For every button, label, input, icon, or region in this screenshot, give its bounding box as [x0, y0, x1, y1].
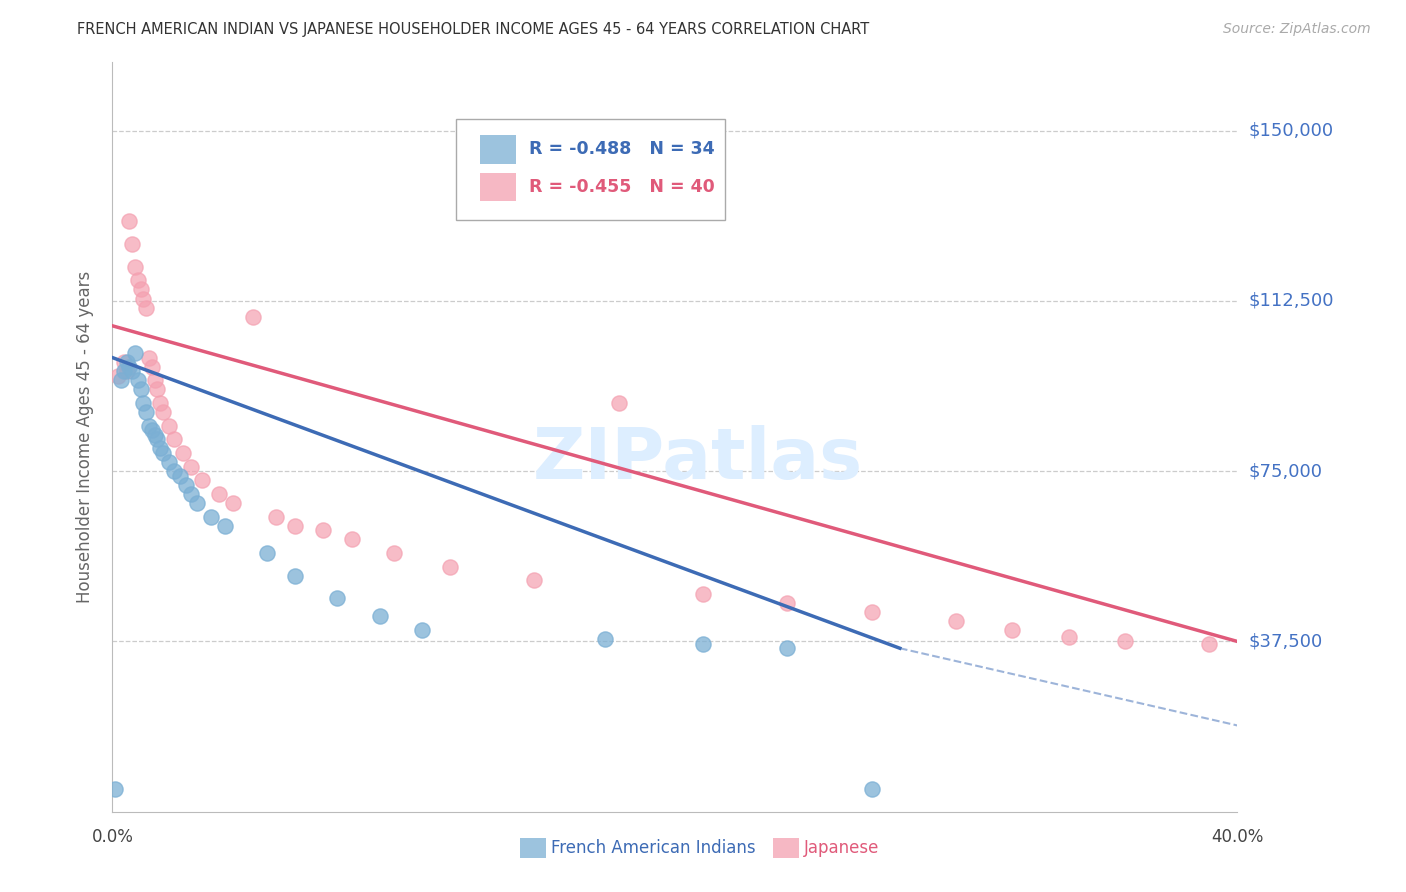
Point: [264, 509, 287, 524]
Text: 40.0%: 40.0%: [1211, 829, 1264, 847]
Y-axis label: Householder Income Ages 45 - 64 years: Householder Income Ages 45 - 64 years: [76, 271, 94, 603]
FancyBboxPatch shape: [481, 135, 516, 163]
Point: [439, 559, 461, 574]
Point: [163, 433, 186, 447]
Text: $75,000: $75,000: [1249, 462, 1323, 480]
Text: Source: ZipAtlas.com: Source: ZipAtlas.com: [1223, 22, 1371, 37]
FancyBboxPatch shape: [456, 119, 725, 219]
Point: [945, 614, 967, 628]
Point: [107, 368, 129, 383]
Point: [141, 423, 163, 437]
Point: [132, 396, 155, 410]
Point: [157, 418, 180, 433]
Text: French American Indians: French American Indians: [551, 839, 756, 857]
Point: [776, 596, 799, 610]
FancyBboxPatch shape: [481, 172, 516, 201]
Point: [138, 418, 160, 433]
Point: [523, 573, 546, 587]
Point: [860, 782, 883, 797]
Point: [208, 487, 231, 501]
Text: $112,500: $112,500: [1249, 292, 1334, 310]
Point: [284, 518, 307, 533]
Point: [157, 455, 180, 469]
Point: [149, 442, 172, 456]
Point: [135, 405, 157, 419]
Point: [692, 637, 714, 651]
Point: [143, 427, 166, 442]
Point: [129, 283, 152, 297]
Point: [127, 273, 149, 287]
Point: [110, 373, 132, 387]
Point: [180, 487, 202, 501]
Point: [146, 383, 169, 397]
Point: [112, 355, 135, 369]
Point: [112, 364, 135, 378]
Point: [124, 346, 146, 360]
Point: [180, 459, 202, 474]
Point: [312, 523, 335, 537]
Point: [132, 292, 155, 306]
Text: 0.0%: 0.0%: [91, 829, 134, 847]
Point: [200, 509, 222, 524]
Point: [593, 632, 616, 647]
Text: Japanese: Japanese: [804, 839, 880, 857]
Point: [368, 609, 391, 624]
Point: [138, 351, 160, 365]
Point: [692, 587, 714, 601]
Point: [191, 473, 214, 487]
Text: ZIPatlas: ZIPatlas: [533, 425, 862, 494]
Point: [256, 546, 278, 560]
Point: [776, 641, 799, 656]
Point: [1057, 630, 1080, 644]
Point: [340, 533, 363, 547]
Point: [284, 568, 307, 582]
Point: [860, 605, 883, 619]
Point: [124, 260, 146, 274]
Point: [118, 359, 141, 374]
Point: [127, 373, 149, 387]
Point: [186, 496, 208, 510]
Point: [1114, 634, 1136, 648]
Text: $150,000: $150,000: [1249, 121, 1333, 139]
Text: R = -0.455   N = 40: R = -0.455 N = 40: [529, 178, 714, 196]
Point: [163, 464, 186, 478]
Point: [172, 446, 194, 460]
Point: [121, 237, 143, 252]
Point: [115, 355, 138, 369]
Point: [149, 396, 172, 410]
Point: [382, 546, 405, 560]
Point: [174, 477, 197, 491]
Point: [141, 359, 163, 374]
Point: [607, 396, 630, 410]
Point: [169, 468, 191, 483]
Point: [146, 433, 169, 447]
Point: [121, 364, 143, 378]
Point: [1198, 637, 1220, 651]
Point: [222, 496, 245, 510]
Point: [115, 364, 138, 378]
Point: [242, 310, 264, 324]
Text: R = -0.488   N = 34: R = -0.488 N = 34: [529, 140, 714, 159]
Text: $37,500: $37,500: [1249, 632, 1323, 650]
Point: [214, 518, 236, 533]
Point: [152, 405, 174, 419]
Point: [104, 782, 127, 797]
Text: FRENCH AMERICAN INDIAN VS JAPANESE HOUSEHOLDER INCOME AGES 45 - 64 YEARS CORRELA: FRENCH AMERICAN INDIAN VS JAPANESE HOUSE…: [77, 22, 869, 37]
Point: [129, 383, 152, 397]
Point: [152, 446, 174, 460]
Point: [143, 373, 166, 387]
Point: [326, 591, 349, 606]
Point: [411, 623, 433, 637]
Point: [118, 214, 141, 228]
Point: [1001, 623, 1024, 637]
Point: [135, 301, 157, 315]
